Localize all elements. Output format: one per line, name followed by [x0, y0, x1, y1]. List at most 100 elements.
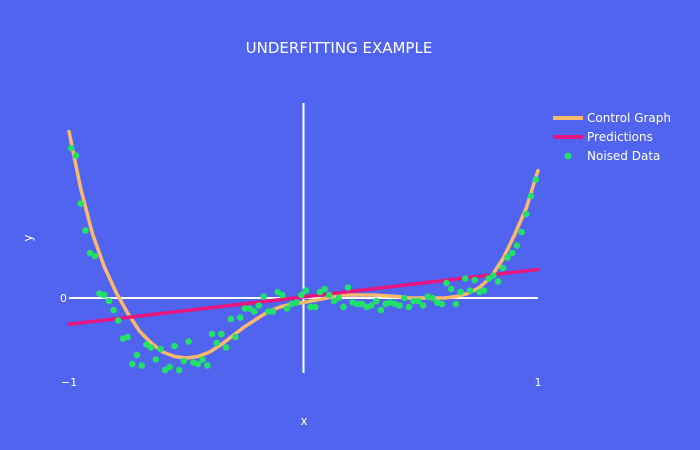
data-point	[114, 317, 122, 324]
data-point	[504, 254, 511, 261]
data-point	[429, 294, 436, 302]
legend-item-noised-data[interactable]: Noised Data	[564, 149, 661, 163]
data-point	[415, 297, 422, 305]
data-point	[471, 276, 479, 284]
data-point	[340, 303, 347, 311]
data-point	[152, 356, 160, 363]
legend-item-control-graph[interactable]: Control Graph	[553, 111, 671, 125]
series-points-noised-data	[68, 144, 539, 374]
data-point	[354, 300, 361, 308]
plot-series	[67, 129, 540, 374]
chart-title: UNDERFITTING EXAMPLE	[246, 39, 433, 57]
data-point	[68, 144, 75, 152]
data-point	[265, 308, 272, 315]
legend[interactable]: Control Graph Predictions Noised Data	[553, 111, 671, 163]
data-point	[358, 300, 366, 308]
y-tick-label: 0	[60, 292, 67, 305]
data-point	[199, 356, 206, 363]
data-point	[508, 249, 516, 257]
data-point	[86, 249, 94, 257]
data-point	[457, 288, 464, 296]
legend-label-control-graph: Control Graph	[587, 111, 671, 125]
data-point	[227, 315, 235, 323]
legend-item-predictions[interactable]: Predictions	[553, 130, 653, 144]
data-point	[368, 302, 375, 309]
data-point	[518, 228, 525, 236]
data-point	[246, 305, 253, 312]
data-point	[410, 297, 418, 305]
data-point	[72, 152, 80, 159]
data-point	[372, 297, 380, 305]
data-point	[110, 306, 117, 314]
data-point	[321, 285, 328, 293]
y-axis-label: y	[21, 234, 35, 241]
data-point	[438, 300, 446, 308]
data-point	[419, 302, 427, 309]
data-point	[100, 291, 108, 299]
data-point	[527, 192, 535, 200]
data-point	[330, 297, 338, 305]
data-point	[494, 278, 502, 285]
data-point	[185, 338, 192, 345]
data-point	[307, 303, 314, 311]
data-point	[260, 293, 267, 300]
data-point	[405, 303, 413, 311]
data-point	[133, 351, 141, 359]
data-point	[269, 308, 277, 315]
legend-swatch-noised-data	[564, 152, 572, 160]
data-point	[77, 200, 84, 207]
data-point	[283, 305, 291, 312]
data-point	[82, 227, 89, 234]
legend-label-predictions: Predictions	[587, 130, 653, 144]
data-point	[293, 299, 300, 306]
data-point	[91, 252, 99, 260]
data-point	[513, 242, 521, 249]
data-point	[480, 287, 488, 294]
tick-labels: −1 1 0	[60, 292, 542, 389]
data-point	[157, 345, 164, 353]
data-point	[105, 297, 113, 305]
legend-label-noised-data: Noised Data	[587, 149, 660, 163]
data-point	[316, 288, 324, 296]
data-point	[194, 360, 202, 368]
data-point	[311, 303, 319, 311]
data-point	[251, 308, 258, 315]
data-point	[255, 302, 263, 309]
data-point	[279, 291, 286, 299]
series-line-control-graph	[67, 129, 540, 360]
data-point	[532, 176, 539, 183]
data-point	[523, 210, 530, 218]
data-point	[180, 357, 188, 365]
x-tick-label: 1	[535, 376, 542, 389]
data-point	[232, 333, 239, 341]
data-point	[124, 333, 131, 341]
data-point	[396, 302, 403, 309]
data-point	[401, 294, 408, 302]
data-point	[218, 330, 225, 338]
data-point	[147, 344, 155, 351]
data-point	[326, 291, 333, 299]
data-point	[166, 363, 174, 371]
x-tick-label: −1	[61, 376, 77, 389]
data-point	[222, 344, 230, 351]
data-point	[241, 305, 249, 312]
data-point	[208, 330, 216, 338]
data-point	[335, 294, 343, 302]
data-point	[161, 366, 169, 374]
data-point	[499, 264, 507, 272]
data-point	[466, 287, 474, 294]
x-axis-label: x	[300, 414, 307, 428]
data-point	[175, 366, 183, 374]
data-point	[274, 288, 282, 296]
data-point	[302, 287, 310, 294]
data-point	[171, 342, 178, 350]
data-point	[143, 341, 150, 348]
data-point	[452, 300, 460, 308]
data-point	[490, 272, 497, 279]
data-point	[447, 285, 455, 293]
data-point	[138, 362, 145, 369]
data-point	[297, 291, 305, 299]
data-point	[213, 339, 220, 347]
